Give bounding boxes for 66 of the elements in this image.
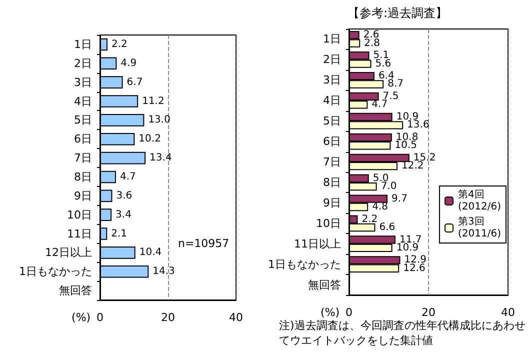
- data-label: 6.7: [126, 76, 143, 88]
- data-label: 4.8: [372, 202, 388, 213]
- data-label: 10.9: [396, 242, 419, 254]
- y-tick-label: 1日もなかった: [268, 258, 341, 271]
- y-tick-label: 5日: [74, 114, 92, 127]
- data-label: 2.2: [111, 38, 128, 50]
- data-label: 2.2: [362, 214, 378, 225]
- y-tick-label: 10日: [316, 216, 341, 230]
- y-tick-label: 8日: [74, 170, 92, 184]
- data-label: 12.6: [403, 262, 426, 274]
- data-label: 12.2: [401, 160, 424, 172]
- y-tick-label: 1日: [323, 32, 341, 46]
- y-tick-label: 無回答: [59, 284, 92, 298]
- y-tick-label: 6日: [74, 132, 92, 146]
- y-tick-label: 4日: [323, 94, 341, 108]
- annotation: n=10957: [178, 237, 230, 250]
- y-tick-label: 5日: [323, 114, 341, 128]
- data-label: 4.7: [372, 99, 388, 110]
- x-tick-label: 40: [501, 306, 515, 319]
- data-label: 3.6: [116, 190, 132, 202]
- y-tick-label: 8日: [323, 176, 341, 189]
- data-label: 2.8: [364, 38, 380, 49]
- y-tick-label: 1日: [74, 38, 92, 51]
- data-label: 10.4: [139, 247, 162, 258]
- y-tick-label: 10日: [67, 208, 92, 222]
- y-tick-label: 7日: [74, 152, 92, 165]
- data-label: 13.0: [148, 114, 170, 126]
- data-label: 2.1: [111, 228, 128, 240]
- data-label: 13.6: [407, 120, 430, 131]
- y-tick-label: 3日: [323, 74, 341, 87]
- data-label: 5.6: [375, 58, 392, 70]
- y-tick-label: 2日: [323, 53, 341, 66]
- data-label: 7.0: [380, 181, 397, 192]
- y-tick-label: 12日以上: [45, 246, 92, 260]
- y-tick-label: 11日: [67, 227, 92, 240]
- y-tick-label: 6日: [323, 135, 341, 148]
- legend-label: 第4回 (2012/6): [458, 188, 502, 212]
- x-tick-label: 0: [96, 311, 104, 324]
- data-label: 13.4: [150, 152, 172, 164]
- data-label: 10.2: [138, 134, 161, 145]
- x-axis-title: (%): [320, 306, 340, 319]
- x-tick-label: 20: [161, 311, 175, 324]
- y-tick-label: 7日: [323, 156, 341, 168]
- y-tick-label: 2日: [74, 56, 92, 70]
- y-tick-label: 4日: [74, 94, 92, 108]
- data-label: 4.9: [120, 58, 137, 69]
- x-tick-label: 0: [346, 306, 352, 319]
- y-tick-label: 9日: [74, 189, 92, 202]
- data-label: 10.5: [394, 140, 417, 152]
- text: 注)過去調査は、今回調査の性年代構成比にあわせてウエイトバックをした集計値: [279, 319, 526, 347]
- x-tick-label: 20: [422, 306, 436, 319]
- data-label: 14.3: [152, 266, 175, 278]
- data-label: 9.7: [392, 193, 408, 204]
- y-tick-label: 無回答: [308, 278, 341, 292]
- data-label: 11.2: [142, 96, 164, 107]
- y-tick-label: 9日: [323, 196, 341, 210]
- y-tick-label: 1日もなかった: [19, 265, 92, 278]
- data-label: 6.6: [379, 222, 396, 233]
- legend-label: 第3回 (2011/6): [458, 216, 502, 240]
- x-axis-title: (%): [72, 311, 91, 324]
- y-tick-label: 11日以上: [294, 237, 341, 250]
- chart-title: 【参考:過去調査】: [347, 6, 448, 20]
- x-tick-label: 40: [229, 311, 243, 324]
- data-label: 3.4: [116, 209, 132, 220]
- y-tick-label: 3日: [74, 76, 92, 89]
- data-label: 4.7: [120, 171, 136, 182]
